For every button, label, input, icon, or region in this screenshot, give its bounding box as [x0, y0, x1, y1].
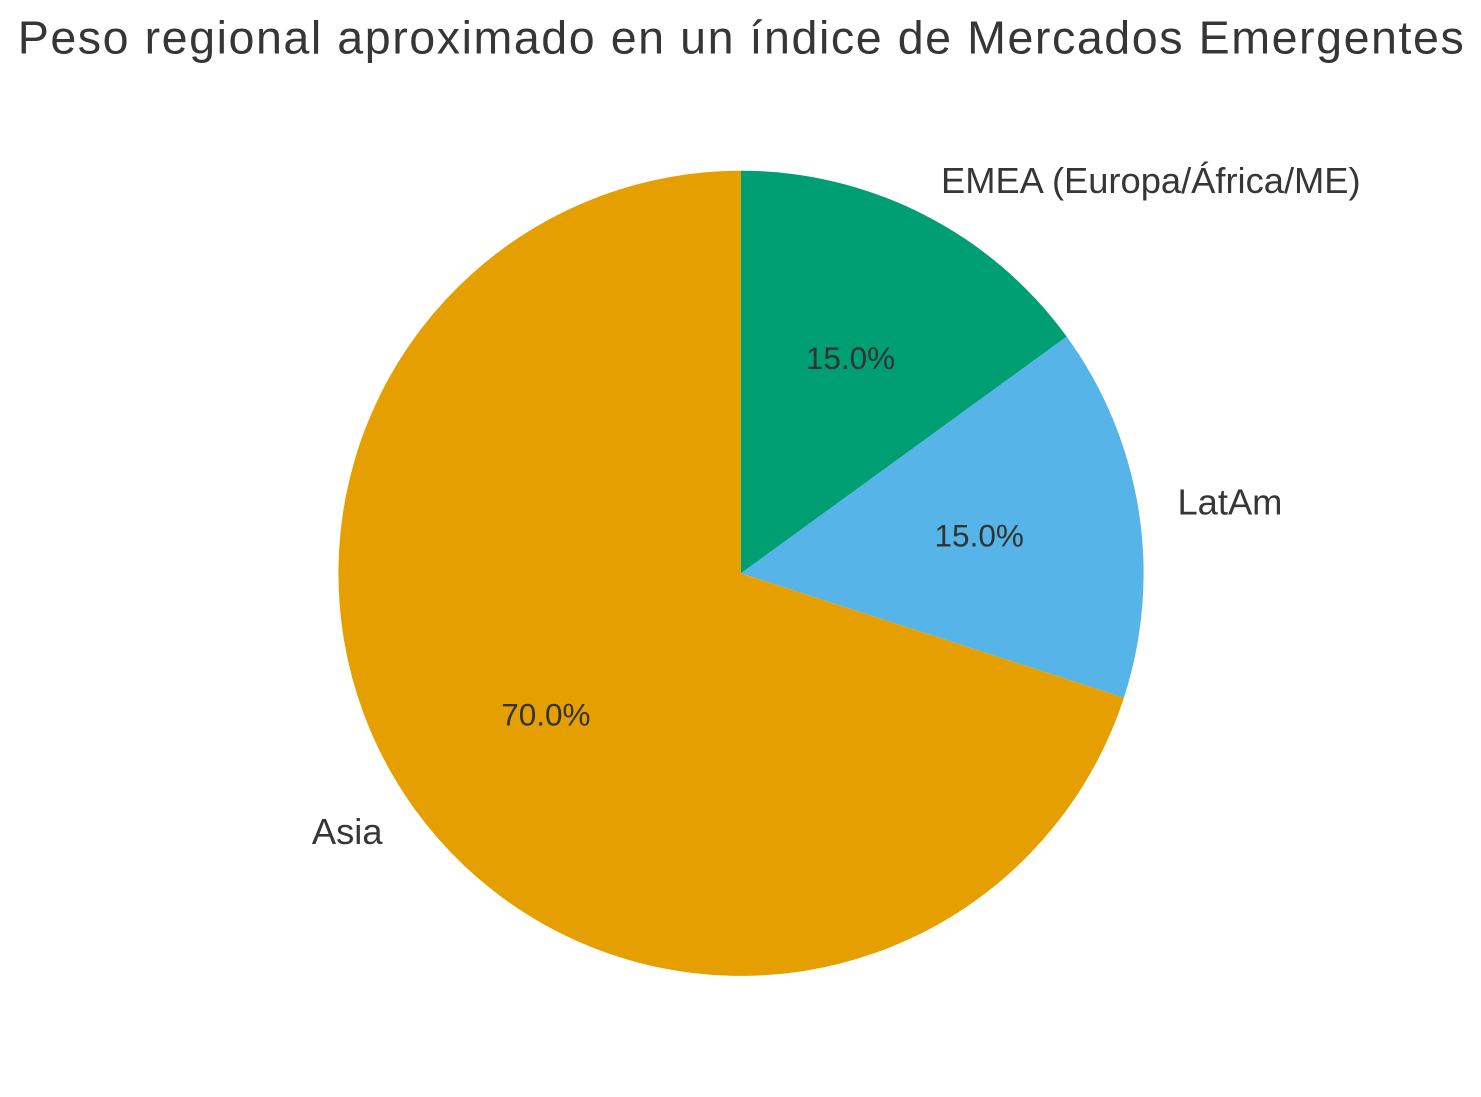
- svg-text:Peso regional aproximado en un: Peso regional aproximado en un índice de…: [18, 12, 1466, 64]
- svg-text:15.0%: 15.0%: [935, 517, 1024, 553]
- svg-text:15.0%: 15.0%: [806, 340, 895, 376]
- svg-text:70.0%: 70.0%: [501, 697, 590, 733]
- svg-text:Asia: Asia: [312, 811, 383, 852]
- svg-text:EMEA (Europa/África/ME): EMEA (Europa/África/ME): [941, 160, 1361, 201]
- svg-text:LatAm: LatAm: [1178, 482, 1283, 523]
